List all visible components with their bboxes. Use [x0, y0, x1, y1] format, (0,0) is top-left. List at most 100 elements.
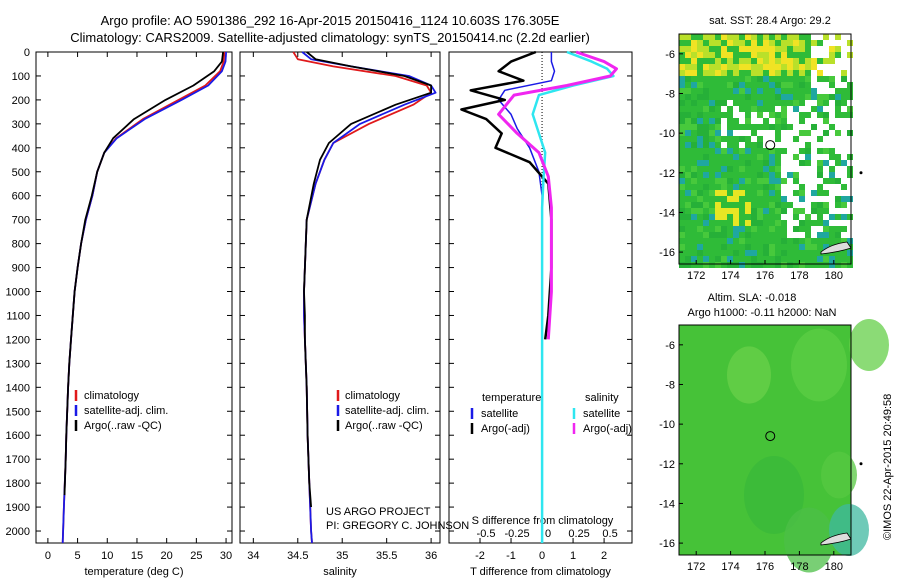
map-cell	[811, 250, 817, 256]
map-cell	[751, 184, 757, 190]
map-cell	[715, 178, 721, 184]
map-cell	[817, 148, 823, 154]
map-cell	[775, 232, 781, 238]
map-cell	[679, 142, 685, 148]
depth-tick-label: 1800	[6, 478, 30, 490]
map-cell	[715, 160, 721, 166]
map-cell	[739, 34, 745, 40]
map-cell	[823, 160, 829, 166]
map-cell	[715, 100, 721, 106]
map-cell	[787, 70, 793, 76]
map-cell	[769, 94, 775, 100]
map-cell	[823, 262, 829, 268]
map-cell	[823, 238, 829, 244]
map-cell	[745, 166, 751, 172]
map-cell	[715, 82, 721, 88]
map-cell	[847, 214, 853, 220]
map-cell	[703, 154, 709, 160]
map-cell	[775, 244, 781, 250]
map-cell	[697, 70, 703, 76]
map-cell	[841, 196, 847, 202]
map-cell	[841, 88, 847, 94]
map-cell	[757, 190, 763, 196]
map-cell	[739, 94, 745, 100]
map-cell	[727, 226, 733, 232]
map-cell	[763, 106, 769, 112]
map-cell	[757, 166, 763, 172]
map-cell	[817, 70, 823, 76]
map-cell	[727, 64, 733, 70]
map-cell	[811, 106, 817, 112]
map-cell	[733, 82, 739, 88]
map-cell	[679, 64, 685, 70]
map-cell	[757, 172, 763, 178]
map-cell	[763, 262, 769, 268]
map-cell	[709, 196, 715, 202]
map-cell	[691, 100, 697, 106]
map-cell	[679, 118, 685, 124]
map-cell	[727, 70, 733, 76]
map-cell	[691, 190, 697, 196]
map-cell	[703, 52, 709, 58]
map-cell	[781, 124, 787, 130]
map-cell	[769, 190, 775, 196]
map-cell	[781, 76, 787, 82]
map-cell	[733, 154, 739, 160]
map-cell	[697, 178, 703, 184]
map-cell	[685, 106, 691, 112]
map-cell	[769, 124, 775, 130]
map-cell	[775, 148, 781, 154]
map-cell	[841, 202, 847, 208]
salinity-tick-label: 35	[336, 550, 348, 562]
map-cell	[805, 160, 811, 166]
map-cell	[715, 130, 721, 136]
map-cell	[679, 94, 685, 100]
map-cell	[829, 238, 835, 244]
map-cell	[751, 220, 757, 226]
map-cell	[847, 40, 853, 46]
difference-legend-temp-label: Argo(-adj)	[481, 423, 530, 435]
map-cell	[727, 160, 733, 166]
map-cell	[799, 76, 805, 82]
map-cell	[757, 70, 763, 76]
map-cell	[811, 220, 817, 226]
map-cell	[769, 52, 775, 58]
map-cell	[817, 220, 823, 226]
map-cell	[769, 58, 775, 64]
map-cell	[823, 58, 829, 64]
map-cell	[805, 112, 811, 118]
map-blob	[829, 504, 869, 556]
map-cell	[697, 88, 703, 94]
map-cell	[817, 190, 823, 196]
map-cell	[721, 70, 727, 76]
map-cell	[757, 256, 763, 262]
map-cell	[799, 220, 805, 226]
map-cell	[763, 94, 769, 100]
map-cell	[781, 58, 787, 64]
map-cell	[709, 226, 715, 232]
map-cell	[721, 166, 727, 172]
map-cell	[751, 88, 757, 94]
map-cell	[799, 244, 805, 250]
lat-tick-label: -14	[659, 207, 675, 219]
map-cell	[811, 202, 817, 208]
map-cell	[745, 58, 751, 64]
map-cell	[745, 196, 751, 202]
map-cell	[805, 130, 811, 136]
sla-map: 172 174 176 178 180 -6 -8 -10 -12 -14 -16	[659, 319, 889, 573]
map-cell	[805, 88, 811, 94]
map-cell	[733, 64, 739, 70]
temperature-tick-label: 5	[75, 550, 81, 562]
map-cell	[793, 190, 799, 196]
map-cell	[703, 124, 709, 130]
map-cell	[817, 136, 823, 142]
map-cell	[775, 70, 781, 76]
map-cell	[697, 34, 703, 40]
map-cell	[835, 112, 841, 118]
map-cell	[727, 154, 733, 160]
map-cell	[721, 214, 727, 220]
map-cell	[733, 214, 739, 220]
temperature-line-1	[61, 51, 227, 544]
map-cell	[727, 190, 733, 196]
map-cell	[733, 100, 739, 106]
